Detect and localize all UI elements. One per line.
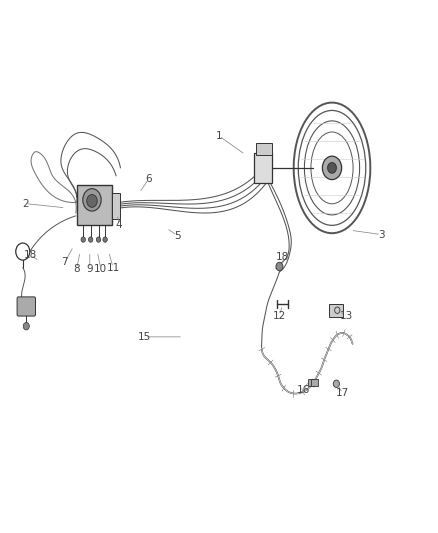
- Circle shape: [23, 322, 29, 330]
- Circle shape: [333, 380, 339, 387]
- Text: 7: 7: [61, 257, 68, 267]
- Text: 17: 17: [336, 389, 349, 398]
- Text: 1: 1: [215, 131, 223, 141]
- Text: 18: 18: [276, 252, 289, 262]
- FancyBboxPatch shape: [254, 153, 272, 183]
- Circle shape: [88, 237, 93, 242]
- FancyBboxPatch shape: [256, 143, 272, 155]
- FancyBboxPatch shape: [329, 304, 343, 317]
- Text: 12: 12: [273, 311, 286, 320]
- FancyBboxPatch shape: [112, 193, 120, 219]
- Text: 3: 3: [378, 230, 385, 239]
- Text: 6: 6: [145, 174, 152, 183]
- Circle shape: [87, 195, 97, 207]
- Text: 16: 16: [297, 385, 310, 395]
- Text: 8: 8: [73, 264, 80, 273]
- Circle shape: [103, 237, 107, 242]
- Ellipse shape: [83, 189, 101, 211]
- FancyBboxPatch shape: [77, 185, 112, 225]
- Text: 15: 15: [138, 332, 151, 342]
- Circle shape: [81, 237, 85, 242]
- Text: 4: 4: [116, 220, 123, 230]
- Text: 13: 13: [339, 311, 353, 320]
- Text: 10: 10: [94, 264, 107, 273]
- FancyBboxPatch shape: [311, 379, 318, 386]
- Text: 11: 11: [106, 263, 120, 272]
- Circle shape: [322, 156, 342, 180]
- Text: 5: 5: [174, 231, 181, 240]
- FancyBboxPatch shape: [308, 379, 314, 386]
- Circle shape: [276, 262, 283, 271]
- Circle shape: [328, 163, 336, 173]
- Text: 18: 18: [24, 250, 37, 260]
- Circle shape: [96, 237, 101, 242]
- FancyBboxPatch shape: [17, 297, 35, 316]
- Text: 2: 2: [22, 199, 29, 208]
- Text: 9: 9: [86, 264, 93, 273]
